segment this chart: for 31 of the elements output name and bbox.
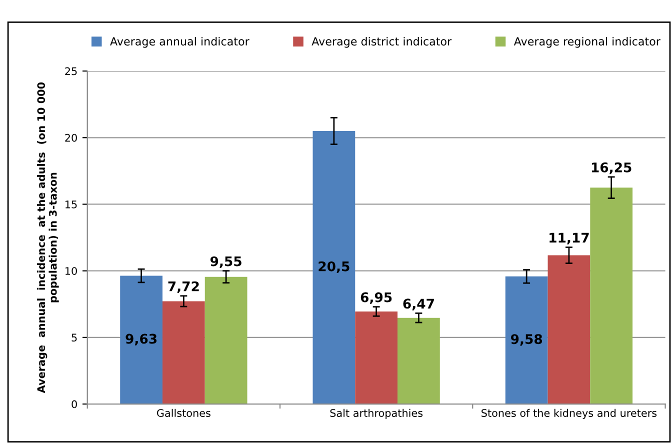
bar: [355, 311, 398, 404]
y-tick-label: 5: [72, 334, 77, 342]
data-label: 20,5: [318, 261, 350, 274]
bar: [162, 301, 205, 404]
legend-label: Average regional indicator: [514, 36, 660, 48]
bar: [548, 255, 590, 404]
data-label: 16,25: [592, 162, 632, 174]
bar: [312, 130, 356, 404]
y-tick-label: 20: [65, 134, 77, 142]
y-axis-title: Average annual incidence at the adults (on 10 000 population) in 3-taxon: [37, 82, 59, 394]
bar: [505, 276, 548, 404]
y-tick-label: 25: [65, 67, 77, 76]
bar: [590, 188, 633, 404]
data-label: 9,55: [210, 256, 242, 268]
data-label: 9,58: [510, 334, 542, 346]
data-label: 7,72: [168, 281, 199, 294]
y-tick-label: 10: [66, 267, 77, 275]
data-label: 11,17: [550, 232, 589, 244]
data-label: 6,47: [403, 298, 434, 310]
x-tick-label: Gallstones: [156, 408, 210, 417]
bar: [120, 276, 162, 404]
bar: [204, 276, 248, 404]
y-tick-label: 15: [66, 200, 77, 208]
x-tick-label: Stones of the kidneys and ureters: [482, 408, 657, 419]
y-tick-label: 0: [72, 400, 77, 408]
legend-label: Average district indicator: [312, 36, 452, 48]
legend-label: Average annual indicator: [110, 36, 250, 48]
data-label: 6,95: [360, 292, 392, 304]
data-label: 9,63: [126, 334, 157, 346]
bar: [398, 318, 440, 404]
x-tick-label: Salt arthropathies: [330, 408, 423, 419]
